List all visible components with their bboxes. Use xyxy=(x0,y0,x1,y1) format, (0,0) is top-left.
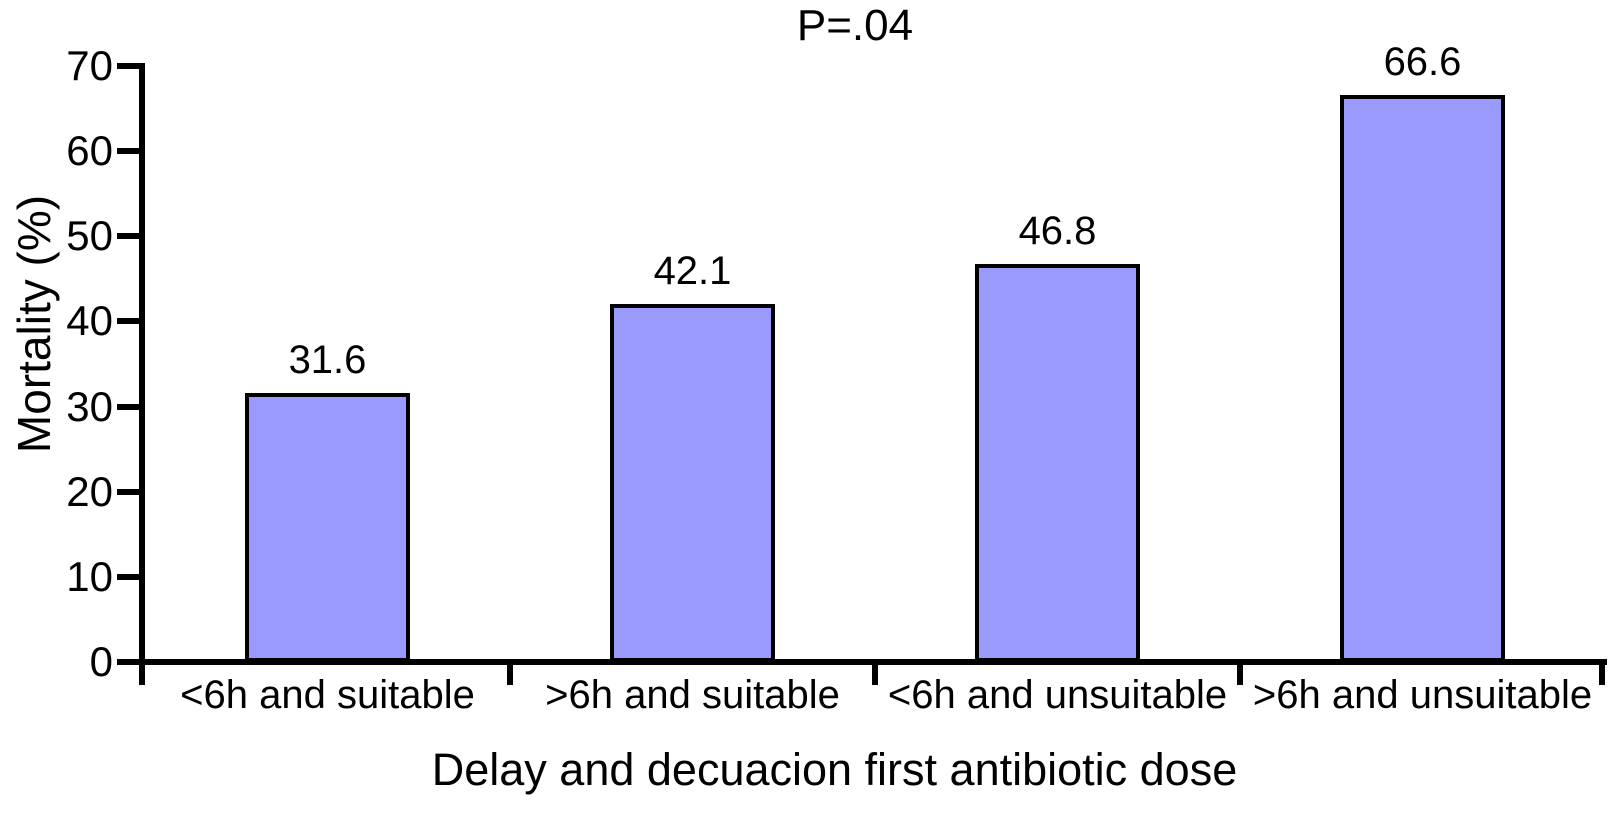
y-axis-tick-label: 20 xyxy=(66,467,113,515)
category-label: <6h and suitable xyxy=(180,673,475,717)
y-axis-tick xyxy=(117,318,139,325)
y-axis-tick-label: 40 xyxy=(66,297,113,345)
x-axis-title: Delay and decuacion first antibiotic dos… xyxy=(431,744,1238,795)
y-axis-tick xyxy=(117,488,139,495)
category-label: >6h and suitable xyxy=(545,673,840,717)
y-axis-tick-label: 30 xyxy=(66,382,113,430)
y-axis-tick-label: 70 xyxy=(66,42,113,89)
y-axis-tick xyxy=(117,573,139,580)
category-label: <6h and unsuitable xyxy=(887,673,1228,717)
chart-title: P=.04 xyxy=(796,1,914,50)
bar xyxy=(610,303,775,662)
bar xyxy=(975,263,1140,662)
x-axis-tick xyxy=(139,659,145,685)
y-axis-tick-label: 50 xyxy=(66,212,113,260)
y-axis-tick xyxy=(117,659,139,665)
y-axis-tick xyxy=(117,403,139,410)
bar xyxy=(245,392,410,662)
y-axis-tick xyxy=(117,63,139,69)
y-axis-tick xyxy=(117,233,139,240)
y-axis-tick-label: 0 xyxy=(89,638,113,685)
bar-value-label: 31.6 xyxy=(288,337,367,382)
x-axis-tick xyxy=(872,659,878,685)
y-axis-tick-label: 60 xyxy=(66,127,113,175)
bar-value-label: 46.8 xyxy=(1018,208,1097,253)
y-axis-line xyxy=(139,63,145,665)
y-axis-tick xyxy=(117,148,139,155)
category-label: >6h and unsuitable xyxy=(1252,673,1593,717)
bar xyxy=(1340,94,1505,662)
x-axis-tick xyxy=(507,659,513,685)
x-axis-tick xyxy=(1237,659,1243,685)
x-axis-tick xyxy=(1599,659,1605,685)
plot-area: 0 10 20 30 40 50 60 70 31.6 <6h and suitable 42.1 >… xyxy=(66,40,1607,717)
bar-value-label: 66.6 xyxy=(1383,39,1462,84)
y-axis-tick-label: 10 xyxy=(66,552,113,600)
bar-value-label: 42.1 xyxy=(653,248,732,293)
